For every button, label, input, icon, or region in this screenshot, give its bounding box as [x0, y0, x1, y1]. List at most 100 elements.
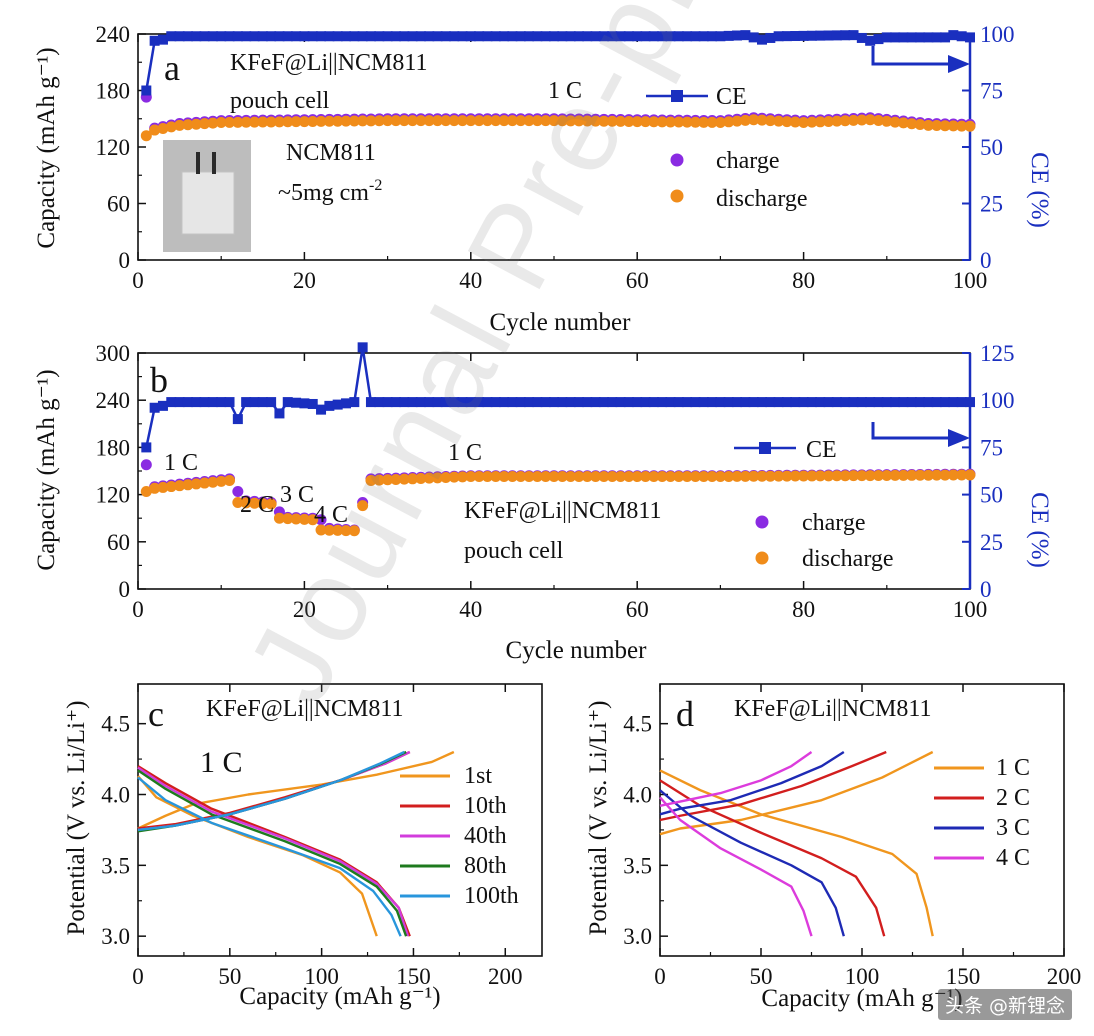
- ce-point: [790, 31, 801, 42]
- y-tick-label: 60: [107, 530, 130, 555]
- ce-point: [940, 397, 951, 408]
- discharge-point: [581, 115, 593, 127]
- discharge-point: [340, 115, 352, 127]
- discharge-point: [174, 480, 186, 492]
- discharge-point: [839, 470, 851, 482]
- discharge-point: [199, 118, 211, 130]
- ce-point: [582, 397, 593, 408]
- ce-point: [399, 31, 410, 42]
- discharge-point: [357, 500, 369, 512]
- discharge-point: [190, 118, 202, 130]
- ce-point: [940, 32, 951, 43]
- y2-tick-label: 25: [980, 192, 1003, 217]
- discharge-point: [407, 473, 419, 485]
- discharge-point: [897, 469, 909, 481]
- ce-point: [698, 397, 709, 408]
- ce-point: [673, 397, 684, 408]
- discharge-point: [232, 496, 244, 508]
- ce-point: [740, 30, 751, 41]
- discharge-point: [623, 471, 635, 483]
- discharge-point: [706, 116, 718, 128]
- curve-discharge: [659, 789, 845, 937]
- y-tick-label: 120: [96, 135, 131, 160]
- ce-point: [291, 397, 302, 408]
- discharge-point: [390, 473, 402, 485]
- discharge-point: [157, 122, 169, 134]
- discharge-point: [581, 471, 593, 483]
- discharge-point: [531, 115, 543, 127]
- panel-label-c: c: [148, 694, 164, 734]
- y2-axis-label-a: CE (%): [1026, 152, 1053, 228]
- ce-point: [773, 397, 784, 408]
- discharge-point: [806, 470, 818, 482]
- ce-point: [640, 31, 651, 42]
- x-tick-label: 60: [626, 597, 649, 622]
- curve-discharge: [659, 779, 886, 937]
- discharge-point: [806, 116, 818, 128]
- discharge-point: [323, 524, 335, 536]
- discharge-point: [723, 470, 735, 482]
- discharge-point: [565, 471, 577, 483]
- ce-point: [823, 397, 834, 408]
- legend-label: 4 C: [996, 845, 1030, 871]
- ce-point: [415, 31, 426, 42]
- ce-point: [765, 397, 776, 408]
- ce-point: [607, 397, 618, 408]
- discharge-point: [889, 116, 901, 128]
- ce-point: [557, 31, 568, 42]
- discharge-point: [257, 116, 269, 128]
- panel-label-a: a: [164, 48, 180, 88]
- legend-label: 1st: [464, 763, 492, 789]
- x-tick-label: 150: [396, 964, 431, 989]
- discharge-point: [848, 114, 860, 126]
- x-tick-label: 40: [459, 597, 482, 622]
- ce-point: [573, 31, 584, 42]
- y-axis-label-c: Potential (V vs. Li/Li⁺): [63, 701, 90, 936]
- legend-ce-marker-a: [671, 90, 683, 102]
- y-tick-label: 0: [119, 577, 131, 602]
- discharge-point: [456, 471, 468, 483]
- ce-point: [266, 31, 277, 42]
- discharge-point: [149, 482, 161, 494]
- x-tick-label: 200: [488, 964, 523, 989]
- ce-point: [565, 397, 576, 408]
- discharge-point: [773, 115, 785, 127]
- discharge-point: [473, 115, 485, 127]
- y-tick-label: 4.5: [101, 712, 130, 737]
- ce-point: [382, 397, 393, 408]
- ce-point: [598, 31, 609, 42]
- ce-point: [898, 397, 909, 408]
- ce-point: [715, 31, 726, 42]
- discharge-point: [307, 115, 319, 127]
- discharge-point: [290, 116, 302, 128]
- discharge-point: [531, 471, 543, 483]
- y-tick-label: 180: [96, 435, 131, 460]
- ce-point: [332, 31, 343, 42]
- ce-point: [582, 31, 593, 42]
- discharge-point: [515, 471, 527, 483]
- discharge-point: [448, 115, 460, 127]
- ce-point: [207, 31, 218, 42]
- discharge-point: [348, 115, 360, 127]
- discharge-point: [714, 471, 726, 483]
- curve-discharge: [659, 769, 934, 937]
- discharge-point: [872, 114, 884, 126]
- legend-charge-marker-b: [755, 515, 769, 529]
- x-tick-label: 100: [953, 597, 988, 622]
- ce-point: [682, 397, 693, 408]
- ce-point: [474, 397, 485, 408]
- discharge-point: [207, 476, 219, 488]
- discharge-point: [914, 119, 926, 131]
- rate-label-b4: 4 C: [314, 502, 348, 528]
- x-axis-label-a: Cycle number: [490, 309, 632, 336]
- ce-point: [673, 31, 684, 42]
- ce-point: [956, 31, 967, 42]
- ce-point: [191, 397, 202, 408]
- ce-point: [216, 31, 227, 42]
- ce-point: [474, 31, 485, 42]
- discharge-point: [606, 115, 618, 127]
- discharge-point: [174, 119, 186, 131]
- discharge-point: [590, 115, 602, 127]
- discharge-point: [656, 116, 668, 128]
- ce-point: [365, 31, 376, 42]
